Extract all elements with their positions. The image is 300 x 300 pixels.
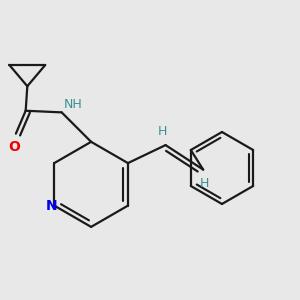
Text: H: H xyxy=(200,177,209,190)
Text: N: N xyxy=(46,199,58,213)
Text: H: H xyxy=(158,125,167,138)
Text: O: O xyxy=(8,140,20,154)
Text: NH: NH xyxy=(63,98,82,111)
